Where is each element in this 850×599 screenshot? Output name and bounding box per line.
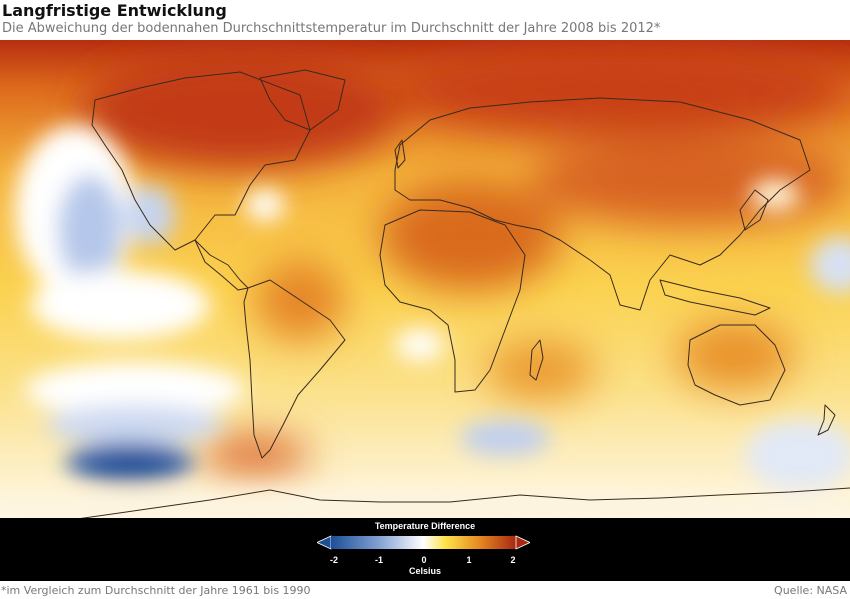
cool-anomaly-areas [0,125,850,518]
continent-outlines [80,69,850,518]
legend-panel [0,518,850,581]
madagascar-outline [529,339,544,381]
legend-min-arrow [317,535,332,550]
legend-color-scale [317,535,530,550]
source-credit: Quelle: NASA [774,584,847,597]
map-title: Langfristige Entwicklung [2,1,227,20]
legend-tick-label: 1 [466,555,472,565]
legend-tick-label: -1 [374,555,383,565]
temperature-anomaly-map [0,40,850,518]
africa-outline [379,209,526,393]
legend-tick-label: 0 [421,555,427,565]
uk-outline [394,139,406,169]
legend-unit-label: Celsius [408,566,441,576]
antarctica-outline [80,487,850,518]
indonesia-outline [659,279,771,316]
legend-tick-label: 2 [510,555,516,565]
legend-tick-label: -2 [329,555,338,565]
europe-asia-outline [394,97,811,311]
new-zealand-outline [817,404,836,436]
warm-anomaly-areas [80,45,850,473]
north-america-outline [91,71,311,251]
legend-title: Temperature Difference [374,521,476,531]
south-america-outline [243,279,346,459]
footnote: *im Vergleich zum Durchschnitt der Jahre… [1,584,311,597]
legend-gradient [331,536,516,549]
greenland-outline [259,69,346,131]
legend-max-arrow [515,535,530,550]
map-subtitle: Die Abweichung der bodennahen Durchschni… [2,21,661,36]
australia-outline [687,324,786,406]
japan-outline [739,189,769,231]
